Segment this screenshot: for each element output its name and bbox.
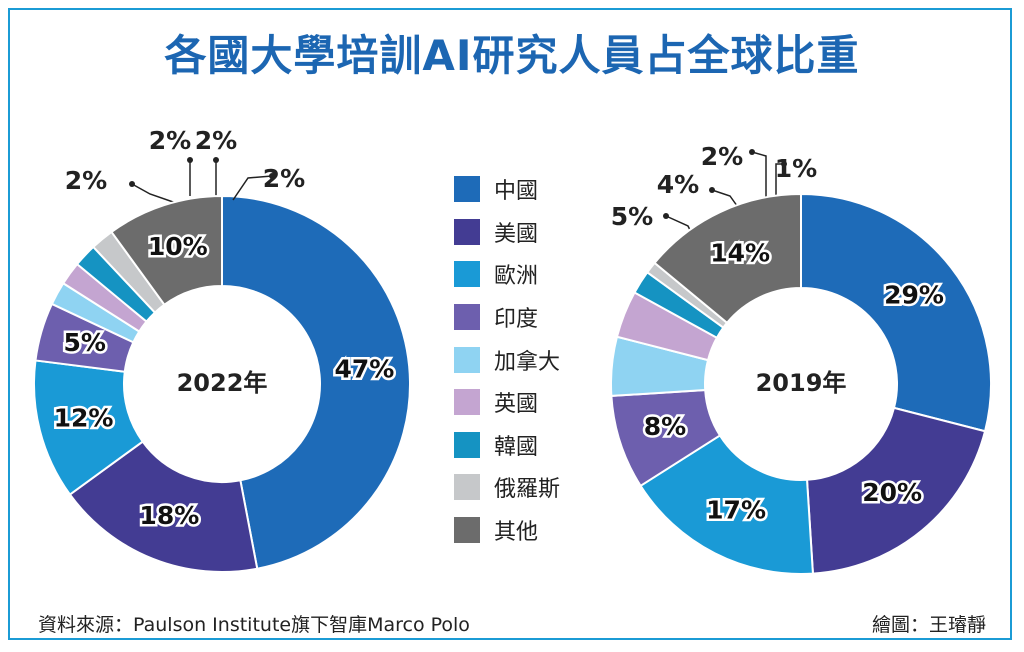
leader-dot <box>749 149 755 155</box>
slice-label: 2% <box>149 126 191 155</box>
legend-swatch <box>454 176 480 203</box>
legend-swatch <box>454 389 480 416</box>
legend-swatch <box>454 304 480 331</box>
legend-label: 加拿大 <box>494 349 561 375</box>
slice-label: 5% <box>63 328 105 357</box>
donut-chart: 47%18%12%5%2%2% 2%2%10%2022年 <box>33 126 411 573</box>
legend-swatch <box>454 346 480 373</box>
legend-label: 俄羅斯 <box>494 477 561 503</box>
legend-label: 歐洲 <box>494 264 539 290</box>
slice-label: 2% <box>195 126 237 155</box>
leader-dot <box>269 173 275 179</box>
slice-label: 20% <box>862 478 922 507</box>
slice-label: 14% <box>710 239 770 268</box>
slice-label: 5% <box>611 202 653 231</box>
slice-label: 47% <box>334 355 394 384</box>
legend-swatch <box>454 261 480 288</box>
legend-item: 歐洲 <box>454 253 614 296</box>
credit-note: 繪圖：王璿靜 <box>871 614 986 636</box>
legend-item: 中國 <box>454 168 614 211</box>
donut-slice <box>221 194 411 570</box>
donut-slice <box>68 440 259 573</box>
leader-line <box>751 151 767 206</box>
leader-line <box>232 175 273 201</box>
legend-swatch <box>454 218 480 245</box>
slice-label: 2% <box>65 166 107 195</box>
slice-label: 4% <box>657 170 699 199</box>
slice-label: 17% <box>706 495 766 524</box>
legend-label: 其他 <box>494 520 539 546</box>
legend-item: 其他 <box>454 509 614 552</box>
legend-label: 美國 <box>494 221 539 247</box>
legend: 中國美國歐洲印度加拿大英國韓國俄羅斯其他 <box>454 168 614 551</box>
donut-slice <box>110 194 223 307</box>
legend-swatch <box>454 517 480 544</box>
legend-label: 印度 <box>494 307 539 333</box>
source-note: 資料來源：Paulson Institute旗下智庫Marco Polo <box>38 614 470 636</box>
leader-line <box>131 183 177 204</box>
donut-slice <box>639 434 814 575</box>
donut-chart: 29% 20% 17% 8% 5%4%2% 1% 14% 2019年 <box>610 142 992 575</box>
legend-item: 英國 <box>454 381 614 424</box>
slice-label: 2% <box>701 142 743 171</box>
slice-label: 10% <box>148 232 208 261</box>
donut-slice <box>805 406 987 575</box>
donut-center-label: 2019年 <box>756 369 847 397</box>
slice-label: 1% <box>775 154 817 183</box>
legend-item: 加拿大 <box>454 338 614 381</box>
slice-label: 18% <box>139 501 199 530</box>
leader-dot <box>781 161 787 167</box>
chart-title: 各國大學培訓AI研究人員占全球比重 <box>164 31 860 80</box>
slice-label: 29% <box>884 280 944 309</box>
leader-dot <box>709 187 715 193</box>
legend-label: 中國 <box>494 179 539 205</box>
leader-dot <box>663 213 669 219</box>
donut-center-label: 2022年 <box>177 369 268 397</box>
donut-slice <box>653 192 802 325</box>
legend-item: 印度 <box>454 296 614 339</box>
legend-swatch <box>454 431 480 458</box>
leader-dot <box>187 157 193 163</box>
legend-item: 韓國 <box>454 424 614 467</box>
slice-label: 2% <box>263 164 305 193</box>
legend-label: 韓國 <box>494 434 539 460</box>
slice-label: 8% <box>644 412 686 441</box>
legend-swatch <box>454 474 480 501</box>
donut-slice <box>800 192 992 433</box>
leader-dot <box>129 181 135 187</box>
legend-item: 美國 <box>454 211 614 254</box>
leader-dot <box>213 157 219 163</box>
legend-label: 英國 <box>494 392 539 418</box>
slice-label: 12% <box>54 404 114 433</box>
legend-item: 俄羅斯 <box>454 466 614 509</box>
